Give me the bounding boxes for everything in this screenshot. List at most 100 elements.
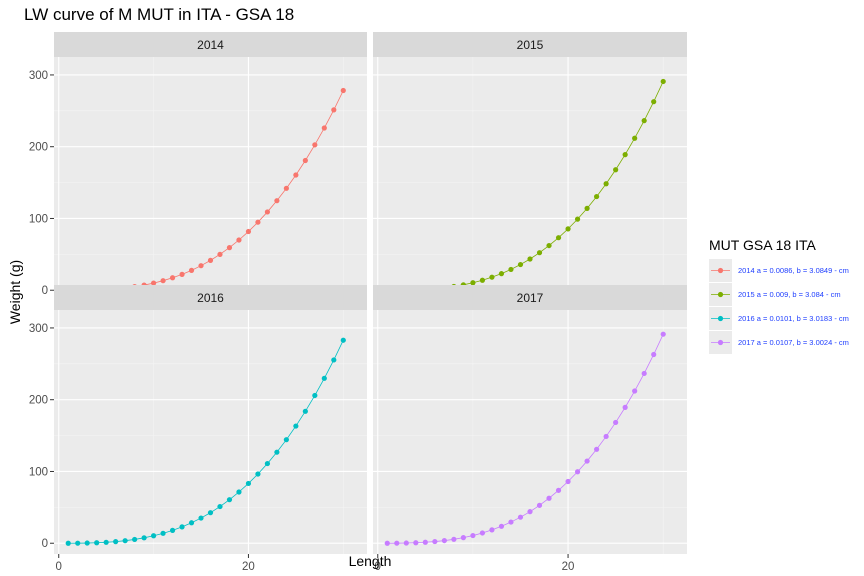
legend-items: 2014 a = 0.0086, b = 3.0849 - cm 2015 a =…: [709, 259, 849, 354]
data-point-2017: [508, 519, 514, 525]
y-tick-label: 100: [29, 213, 48, 225]
data-point-2014: [150, 280, 157, 286]
facet-panel-2016: 2016 0 100 200 300 0 20: [29, 285, 367, 573]
facet-strip: [373, 32, 687, 57]
panel-background: [54, 310, 367, 554]
data-point-2014: [207, 257, 214, 263]
facet-panel-2014: 2014 0 100 200 300: [29, 32, 367, 301]
data-point-2016: [113, 539, 119, 545]
data-point-2016: [65, 540, 71, 546]
data-point-2015: [632, 135, 638, 141]
data-point-2017: [470, 532, 476, 539]
x-tick-label: 20: [562, 561, 575, 573]
data-point-2017: [441, 537, 447, 544]
data-point-2017: [594, 446, 600, 452]
data-point-2016: [302, 408, 308, 414]
data-point-2017: [517, 514, 524, 520]
data-point-2015: [565, 226, 571, 232]
data-point-2017: [498, 523, 505, 529]
data-point-2017: [555, 487, 562, 493]
facet-strip: [54, 32, 367, 57]
data-point-2016: [226, 497, 233, 503]
y-tick-label: 100: [29, 466, 48, 478]
data-point-2017: [432, 538, 438, 545]
data-point-2017: [384, 540, 390, 546]
data-point-2014: [283, 185, 289, 191]
facet-strip: [54, 285, 367, 310]
data-point-2015: [603, 181, 609, 187]
data-point-2014: [293, 172, 299, 178]
data-point-2017: [641, 370, 647, 377]
data-point-2016: [293, 423, 299, 429]
data-point-2015: [517, 261, 524, 268]
data-point-2016: [94, 540, 100, 546]
data-point-2017: [574, 469, 581, 475]
legend-key-point: [717, 315, 724, 322]
data-point-2017: [536, 502, 543, 508]
y-tick-label: 300: [29, 70, 48, 82]
chart-title: LW curve of M MUT in ITA - GSA 18: [24, 5, 294, 24]
facet-panel-2015: 2015: [373, 32, 687, 301]
data-point-2017: [632, 388, 638, 394]
data-point-2017: [565, 478, 571, 485]
data-point-2017: [422, 539, 428, 545]
data-point-2014: [255, 219, 261, 225]
data-point-2015: [613, 167, 619, 173]
data-point-2016: [274, 449, 280, 455]
data-point-2015: [546, 242, 552, 249]
data-point-2016: [150, 533, 157, 539]
data-point-2017: [403, 540, 409, 546]
data-point-2017: [460, 535, 466, 541]
data-point-2016: [340, 337, 346, 343]
data-point-2016: [217, 503, 223, 510]
data-point-2017: [584, 458, 590, 464]
data-point-2014: [340, 87, 346, 94]
data-point-2017: [451, 536, 457, 542]
x-tick-label: 0: [375, 561, 381, 573]
facet-strip-label: 2017: [517, 291, 544, 305]
data-point-2015: [536, 250, 543, 256]
data-point-2014: [302, 157, 308, 164]
data-point-2014: [226, 245, 233, 251]
data-point-2016: [245, 480, 252, 487]
data-point-2016: [312, 392, 318, 399]
data-point-2017: [651, 351, 657, 358]
legend-label: 2016 a = 0.0101, b = 3.0183 - cm: [738, 314, 849, 323]
data-point-2016: [75, 540, 81, 546]
x-tick-label: 0: [56, 561, 62, 573]
data-point-2014: [236, 237, 242, 243]
data-point-2016: [321, 375, 327, 381]
facet-strip-label: 2015: [517, 38, 544, 52]
data-point-2015: [555, 235, 562, 241]
data-point-2014: [312, 142, 318, 148]
y-tick-label: 200: [29, 142, 48, 154]
data-point-2016: [264, 460, 271, 467]
data-point-2016: [236, 489, 242, 495]
data-point-2015: [584, 205, 590, 211]
data-point-2015: [489, 274, 495, 280]
data-point-2016: [132, 536, 138, 543]
data-point-2017: [394, 540, 400, 546]
data-point-2016: [160, 530, 166, 536]
data-point-2015: [641, 118, 647, 124]
panel-background: [54, 57, 367, 301]
data-point-2017: [413, 540, 419, 546]
legend-label: 2015 a = 0.009, b = 3.084 - cm: [738, 290, 841, 299]
panel-background: [373, 57, 687, 301]
data-point-2017: [527, 509, 533, 515]
data-point-2016: [84, 540, 90, 546]
data-point-2015: [574, 216, 581, 222]
data-point-2017: [660, 331, 666, 337]
y-tick-label: 300: [29, 323, 48, 335]
legend-key-point: [717, 267, 724, 274]
data-point-2014: [331, 107, 337, 113]
data-point-2017: [613, 419, 619, 426]
data-point-2014: [321, 125, 327, 131]
y-axis-title: Weight (g): [7, 260, 23, 324]
facet-strip-label: 2016: [197, 291, 224, 305]
data-point-2015: [594, 193, 600, 200]
data-point-2014: [264, 209, 271, 215]
data-point-2014: [245, 228, 252, 235]
data-point-2016: [122, 538, 128, 544]
